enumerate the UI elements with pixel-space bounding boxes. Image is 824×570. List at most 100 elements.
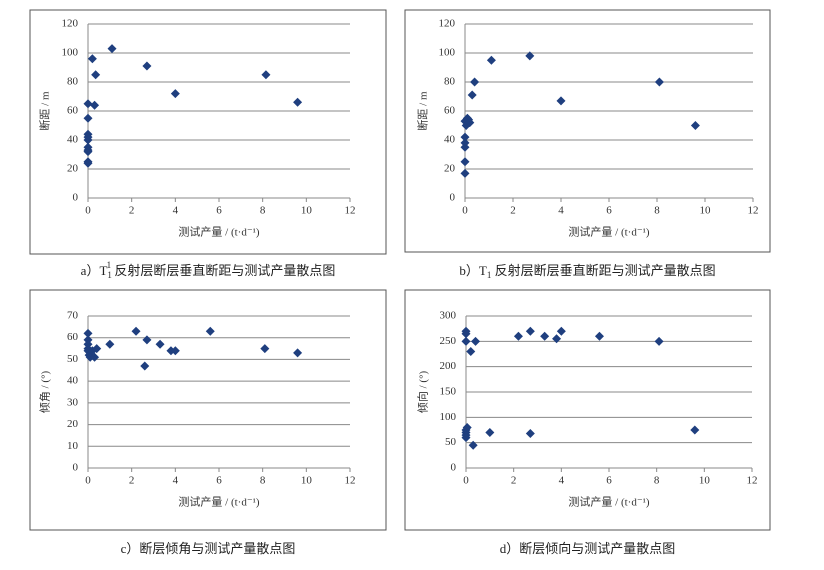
y-tick-label: 60 [444,105,456,117]
point [654,77,664,87]
y-tick-label: 100 [62,47,79,59]
panel-border [29,289,387,531]
point [91,70,101,80]
point [690,121,700,130]
x-tick-label: 12 [345,475,356,487]
x-tick-label: 8 [654,205,660,217]
point [83,328,93,338]
x-tick-label: 10 [301,205,313,217]
x-axis-label: 测试产量 / (t·d⁻¹) [568,225,650,239]
y-axis-label: 断距 / m [416,91,430,131]
y-tick-label: 80 [444,76,456,88]
x-tick-label: 2 [129,205,135,217]
point [470,77,480,87]
point [690,425,700,435]
point [170,89,180,99]
x-tick-label: 10 [700,205,712,217]
x-tick-label: 12 [345,205,356,217]
y-tick-label: 250 [440,335,457,347]
x-tick-label: 4 [559,475,565,487]
caption-part: 1 [107,270,111,280]
point [556,96,566,106]
point [556,326,566,336]
y-axis-label: 倾向 / (°) [416,371,430,414]
caption-part: 反射层断层垂直断距与测试产量散点图 [111,263,335,278]
caption-part: d）断层倾向与测试产量散点图 [500,541,676,556]
point [468,440,478,450]
point [525,326,535,336]
point [460,168,470,178]
y-tick-label: 100 [440,411,457,423]
point [92,344,102,354]
x-tick-label: 0 [85,475,91,487]
point [155,339,165,349]
y-tick-label: 150 [440,386,457,398]
x-tick-label: 2 [511,475,517,487]
point [485,428,495,438]
y-tick-label: 50 [445,436,457,448]
x-tick-label: 8 [260,205,266,217]
y-tick-label: 70 [67,310,79,322]
caption: d）断层倾向与测试产量散点图 [500,541,676,556]
x-axis-label: 测试产量 / (t·d⁻¹) [178,225,260,239]
panel-border [29,9,387,255]
y-tick-label: 20 [67,163,79,175]
x-tick-label: 4 [173,475,179,487]
x-axis-label: 测试产量 / (t·d⁻¹) [178,495,260,509]
x-tick-label: 6 [606,475,612,487]
point [594,331,604,341]
point [466,346,476,356]
point [87,54,97,64]
point [467,90,477,100]
x-axis-label: 测试产量 / (t·d⁻¹) [568,495,650,509]
point [293,97,303,107]
y-tick-label: 0 [451,462,457,474]
x-tick-label: 0 [85,205,91,217]
y-tick-label: 50 [67,353,79,365]
point [525,429,535,439]
point [486,55,496,65]
y-tick-label: 60 [67,331,79,343]
x-tick-label: 2 [129,475,135,487]
panel-border [404,289,771,531]
point [525,51,535,61]
y-tick-label: 120 [439,18,456,30]
caption: a）T11 反射层断层垂直断距与测试产量散点图 [81,260,336,280]
caption: c）断层倾角与测试产量散点图 [121,541,296,556]
point [513,331,523,341]
caption-part: a）T [81,263,108,278]
point [460,138,470,148]
point [260,344,270,354]
x-tick-label: 10 [301,475,313,487]
y-tick-label: 40 [67,134,79,146]
point [83,135,93,145]
point [261,70,271,80]
point [654,336,664,346]
caption-part: 1 [487,270,492,280]
caption-part: 反射层断层垂直断距与测试产量散点图 [491,263,715,278]
point [83,99,93,109]
y-tick-label: 60 [67,105,79,117]
x-tick-label: 4 [173,205,179,217]
point [83,158,93,168]
point [83,113,93,123]
x-tick-label: 12 [748,205,759,217]
point [293,348,303,358]
point [83,147,93,157]
point [540,331,550,341]
point [205,326,215,336]
point [460,132,470,142]
y-tick-label: 200 [440,360,457,372]
x-tick-label: 2 [510,205,516,217]
point [170,346,180,356]
y-axis-label: 倾角 / (°) [39,371,52,414]
point [464,115,474,125]
y-tick-label: 0 [73,192,79,204]
y-tick-label: 80 [67,76,79,88]
y-tick-label: 0 [450,192,456,204]
x-tick-label: 8 [654,475,660,487]
x-tick-label: 6 [216,205,222,217]
y-tick-label: 120 [62,18,79,30]
x-tick-label: 8 [260,475,266,487]
y-tick-label: 0 [73,462,79,474]
